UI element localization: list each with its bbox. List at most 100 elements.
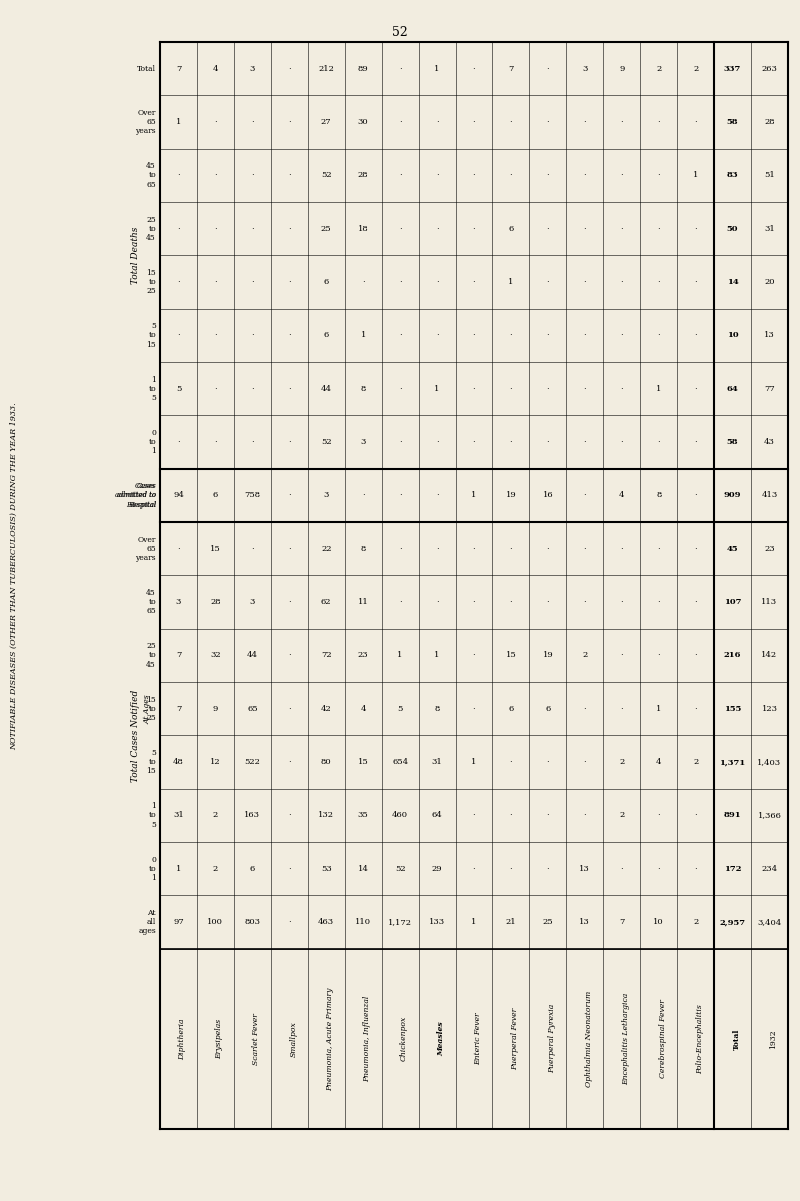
Text: 172: 172 [724,865,742,873]
Text: 97: 97 [173,918,184,926]
Text: 6: 6 [250,865,255,873]
Text: 1
to
5: 1 to 5 [148,802,156,829]
Text: 83: 83 [726,172,738,179]
Text: 1: 1 [434,65,440,73]
Text: 155: 155 [724,705,742,712]
Text: 45
to
65: 45 to 65 [146,162,156,189]
Text: ·: · [251,384,254,393]
Text: ·: · [658,331,660,340]
Text: 28: 28 [764,118,775,126]
Text: ·: · [399,491,402,500]
Text: ·: · [214,438,217,446]
Text: 52: 52 [392,26,408,40]
Text: ·: · [251,545,254,552]
Text: 48: 48 [173,758,184,766]
Text: ·: · [694,384,697,393]
Text: Smallpox: Smallpox [290,1021,298,1057]
Text: 14: 14 [358,865,369,873]
Text: 25
to
45: 25 to 45 [146,643,156,669]
Text: ·: · [399,279,402,286]
Text: 31: 31 [432,758,442,766]
Text: ·: · [362,279,365,286]
Text: ·: · [694,438,697,446]
Text: ·: · [473,65,475,73]
Text: ·: · [436,225,438,233]
Text: ·: · [251,438,254,446]
Text: 13: 13 [579,918,590,926]
Text: ·: · [546,172,549,179]
Text: ·: · [546,118,549,126]
Text: 64: 64 [726,384,738,393]
Text: ·: · [288,384,290,393]
Text: 1932: 1932 [770,1029,778,1048]
Text: 6: 6 [508,705,514,712]
Text: ·: · [546,438,549,446]
Text: ·: · [583,331,586,340]
Text: 15: 15 [210,545,221,552]
Text: ·: · [583,118,586,126]
Text: ·: · [694,598,697,607]
Text: 25
to
45: 25 to 45 [146,215,156,241]
Text: ·: · [288,225,290,233]
Text: 31: 31 [173,812,184,819]
Text: ·: · [583,598,586,607]
Text: ·: · [251,118,254,126]
Text: 2: 2 [656,65,662,73]
Text: ·: · [399,598,402,607]
Text: 4: 4 [361,705,366,712]
Text: 23: 23 [358,651,369,659]
Text: 64: 64 [432,812,442,819]
Text: 9: 9 [619,65,625,73]
Text: ·: · [288,918,290,926]
Text: 123: 123 [762,705,778,712]
Text: 4: 4 [656,758,662,766]
Text: 15: 15 [358,758,369,766]
Text: 460: 460 [392,812,408,819]
Text: ·: · [473,438,475,446]
Text: ·: · [473,331,475,340]
Text: 909: 909 [724,491,742,500]
Text: ·: · [399,65,402,73]
Text: 413: 413 [762,491,778,500]
Text: 19: 19 [542,651,554,659]
Text: 14: 14 [726,279,738,286]
Text: ·: · [288,279,290,286]
Text: 18: 18 [358,225,369,233]
Text: Cases
admitted to
Hospital: Cases admitted to Hospital [118,483,156,508]
Text: 8: 8 [434,705,440,712]
Text: Measles: Measles [437,1022,445,1056]
Text: ·: · [473,651,475,659]
Text: NOTIFIABLE DISEASES (OTHER THAN TUBERCULOSIS) DURING THE YEAR 1933.: NOTIFIABLE DISEASES (OTHER THAN TUBERCUL… [10,402,18,751]
Text: ·: · [251,225,254,233]
Text: Cases
admitted to
Hospital: Cases admitted to Hospital [114,483,156,508]
Text: Over
65
years: Over 65 years [135,109,156,136]
Text: ·: · [694,705,697,712]
Text: 28: 28 [358,172,369,179]
Text: 19: 19 [506,491,516,500]
Text: 43: 43 [764,438,775,446]
Text: ·: · [473,279,475,286]
Text: 8: 8 [361,384,366,393]
Text: ·: · [288,651,290,659]
Text: 80: 80 [321,758,331,766]
Text: 132: 132 [318,812,334,819]
Text: ·: · [658,651,660,659]
Text: ·: · [214,225,217,233]
Text: ·: · [473,172,475,179]
Text: 758: 758 [244,491,261,500]
Text: ·: · [436,279,438,286]
Text: ·: · [694,651,697,659]
Text: ·: · [214,279,217,286]
Text: Pneumonia, Acute Primary: Pneumonia, Acute Primary [326,987,334,1091]
Text: 31: 31 [764,225,775,233]
Text: 45: 45 [726,545,738,552]
Text: ·: · [473,384,475,393]
Text: ·: · [694,812,697,819]
Text: 2,957: 2,957 [719,918,746,926]
Text: ·: · [510,758,512,766]
Text: ·: · [621,545,623,552]
Text: 3: 3 [250,598,255,607]
Text: 52: 52 [321,438,331,446]
Text: ·: · [399,225,402,233]
Text: ·: · [214,331,217,340]
